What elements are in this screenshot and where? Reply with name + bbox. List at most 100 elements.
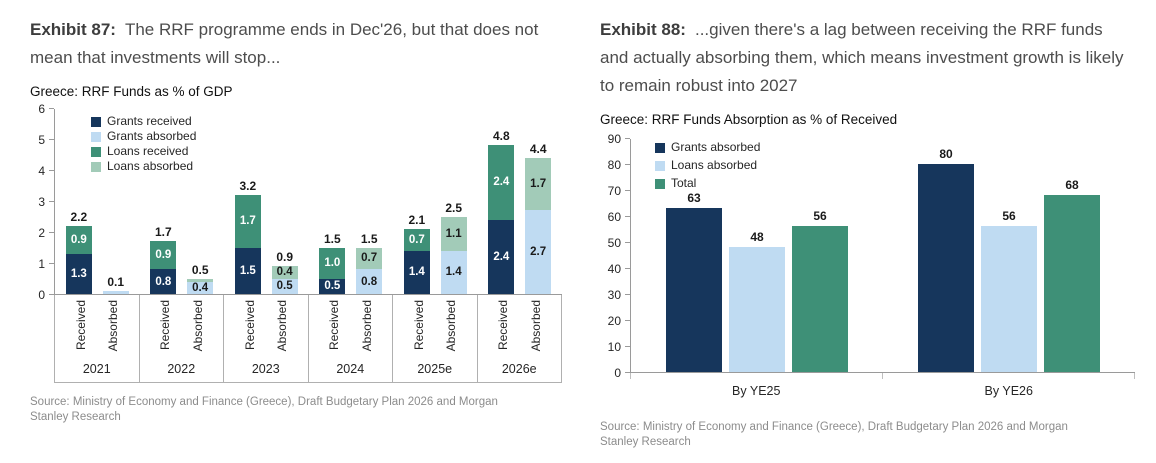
bar-group-2025e: 2.1 0.7 1.4 2.5 1.1 1.4 <box>393 109 478 294</box>
bar-segment-label: 2.4 <box>493 250 510 263</box>
y-axis-tick <box>625 372 630 373</box>
bar-total-label: 1.5 <box>360 231 378 246</box>
bar-segment: 1.4 <box>440 250 467 294</box>
legend-swatch-icon <box>655 142 665 153</box>
left-chart-legend: Grants received Grants absorbed Loans rece… <box>91 115 196 173</box>
left-chart-plot-column: 2.2 0.9 1.3 0.1 1.7 0.9 0.8 0.5 0.4 3.2 1.7 1.5 0.9 0… <box>54 109 562 383</box>
x-axis-sublabels: Received Absorbed <box>140 295 224 357</box>
bar-grants-absorbed: 80 <box>918 139 974 372</box>
y-axis-tick-label: 50 <box>607 236 621 250</box>
bar-segment-label: 1.4 <box>408 266 425 279</box>
legend-label: Loans absorbed <box>107 159 194 173</box>
legend-swatch-icon <box>91 116 101 127</box>
y-axis-tick <box>625 164 630 165</box>
right-chart-title: Greece: RRF Funds Absorption as % of Rec… <box>600 112 898 127</box>
legend-item: Loans absorbed <box>655 159 760 172</box>
y-axis-tick <box>49 108 54 109</box>
legend-swatch-icon <box>655 178 665 189</box>
y-axis-tick-label: 80 <box>607 158 621 172</box>
x-axis-year-label: 2023 <box>251 362 280 376</box>
bar-segment: 1.3 <box>65 253 92 294</box>
bar-rect <box>666 208 722 372</box>
y-axis-tick <box>49 263 54 264</box>
left-chart-plot-area: 2.2 0.9 1.3 0.1 1.7 0.9 0.8 0.5 0.4 3.2 1.7 1.5 0.9 0… <box>54 109 562 295</box>
stacked-bar-2024-absorbed: 1.5 0.7 0.8 <box>356 109 383 294</box>
exhibit-87-panel: Exhibit 87: The RRF programme ends in Dec… <box>30 16 562 425</box>
legend-label: Loans absorbed <box>671 158 758 172</box>
y-axis-tick <box>49 294 54 295</box>
y-axis-tick <box>625 190 630 191</box>
y-axis-tick-label: 10 <box>607 340 621 354</box>
bar-segment: 1.5 <box>234 247 261 294</box>
y-axis-tick-label: 0 <box>614 366 621 380</box>
bar-segment: 2.4 <box>488 145 515 220</box>
stacked-bar-2025e-absorbed: 2.5 1.1 1.4 <box>440 109 467 294</box>
bar-segment: 0.7 <box>356 247 383 270</box>
x-axis-sublabel: Absorbed <box>106 300 120 352</box>
legend-label: Loans received <box>107 144 189 158</box>
x-axis-tick-cell <box>631 373 883 379</box>
bar-total-label: 4.4 <box>529 141 547 156</box>
bar-total-label: 2.1 <box>408 212 426 227</box>
bar-segment: 0.7 <box>403 228 430 251</box>
x-axis-group-2026e: Received Absorbed 2026e <box>478 295 562 382</box>
x-axis-sublabels: Received Absorbed <box>55 295 139 357</box>
bar-total-label: 4.8 <box>492 129 510 144</box>
bar-segment: 0.8 <box>356 269 383 294</box>
y-axis-tick <box>625 294 630 295</box>
bar-segment-label: 0.8 <box>361 275 378 288</box>
bar-total-label: 3.2 <box>239 178 257 193</box>
stacked-bar-2022-received: 1.7 0.9 0.8 <box>150 109 177 294</box>
stacked-bar-2023-received: 3.2 1.7 1.5 <box>234 109 261 294</box>
bar-group-2026e: 4.8 2.4 2.4 4.4 1.7 2.7 <box>478 109 563 294</box>
bar-segment <box>187 278 214 282</box>
stacked-bar-2024-received: 1.5 1.0 0.5 <box>319 109 346 294</box>
bar-segment-label: 0.5 <box>276 280 293 293</box>
bar-total-label: 1.7 <box>154 225 172 240</box>
right-chart-x-axis-labels: By YE25 By YE26 <box>630 379 1135 398</box>
bar-segment-label: 0.9 <box>70 233 87 246</box>
legend-label: Grants absorbed <box>107 129 197 143</box>
bar-segment: 0.9 <box>150 241 177 270</box>
stacked-bar-2023-absorbed: 0.9 0.4 0.5 <box>271 109 298 294</box>
legend-swatch-icon <box>91 146 101 157</box>
exhibit-88-label: Exhibit 88: <box>600 20 686 39</box>
stacked-bar-2026e-received: 4.8 2.4 2.4 <box>488 109 515 294</box>
y-axis-tick-label: 90 <box>607 132 621 146</box>
y-axis-tick-label: 30 <box>607 288 621 302</box>
x-axis-sublabel: Absorbed <box>444 300 458 352</box>
legend-swatch-icon <box>655 160 665 171</box>
stacked-bar-2022-absorbed: 0.5 0.4 <box>187 109 214 294</box>
legend-item: Total <box>655 177 760 190</box>
y-axis-tick-label: 20 <box>607 314 621 328</box>
exhibit-87-label: Exhibit 87: <box>30 20 116 39</box>
x-axis-group-2023: Received Absorbed 2023 <box>224 295 309 382</box>
right-chart-plot-area: 63 48 56 80 56 68 Grants absorbed Loans absorb… <box>630 139 1135 373</box>
y-axis-tick-label: 60 <box>607 210 621 224</box>
bar-grants-absorbed: 63 <box>666 139 722 372</box>
x-axis-sublabel: Received <box>158 300 172 351</box>
bar-segment-label: 0.4 <box>276 266 293 279</box>
bar-rect <box>729 247 785 372</box>
exhibit-87-caption: The RRF programme ends in Dec'26, but th… <box>30 20 539 67</box>
bar-segment-label: 0.7 <box>408 233 425 246</box>
x-axis-group-2022: Received Absorbed 2022 <box>140 295 224 382</box>
bar-segment-label: 0.4 <box>192 281 209 294</box>
bar-segment-label: 1.0 <box>324 257 341 269</box>
x-axis-group-2021: Received Absorbed 2021 <box>55 295 140 382</box>
stacked-bar-2021-absorbed: 0.1 <box>102 109 129 294</box>
right-chart-y-axis: 0 10 20 30 40 50 60 70 80 90 <box>600 132 630 380</box>
bar-segment-label: 0.7 <box>361 252 378 265</box>
bar-value-label: 80 <box>939 147 953 161</box>
x-axis-sublabel: Received <box>73 300 88 351</box>
bar-segment-label: 0.8 <box>155 275 172 288</box>
bar-total-label: 2.5 <box>445 200 462 215</box>
bar-loans-absorbed: 48 <box>729 139 785 372</box>
bar-rect <box>918 164 974 372</box>
x-axis-tick-cell <box>883 373 1135 379</box>
y-axis-tick <box>625 242 630 243</box>
x-axis-category-label: By YE26 <box>984 384 1033 398</box>
legend-label: Grants absorbed <box>671 140 761 154</box>
y-axis-tick-label: 40 <box>607 262 621 276</box>
left-chart-bars: 2.2 0.9 1.3 0.1 1.7 0.9 0.8 0.5 0.4 3.2 1.7 1.5 0.9 0… <box>55 109 562 294</box>
